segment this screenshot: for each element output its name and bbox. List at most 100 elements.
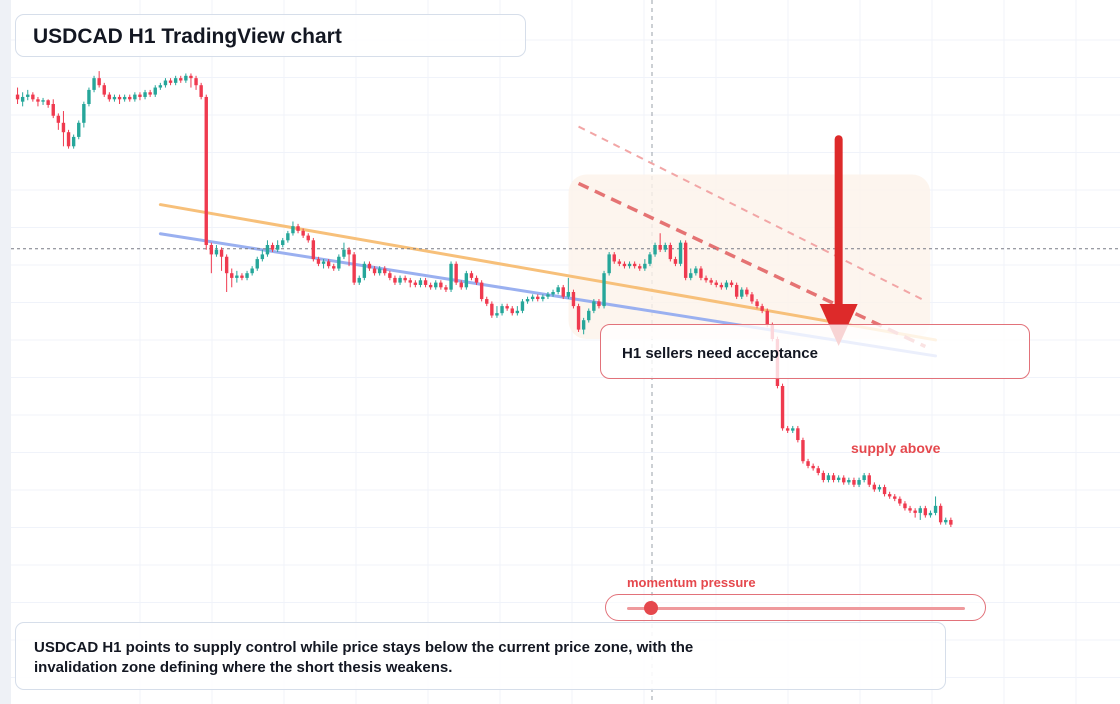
candle-bear (459, 282, 463, 288)
candle-bear (31, 94, 35, 100)
candle-bull (587, 310, 591, 321)
candle-bear (571, 292, 576, 307)
candle-bull (362, 263, 367, 278)
candle-bear (785, 428, 790, 431)
candle-bear (316, 259, 321, 264)
candle-bull (862, 475, 866, 480)
candle-bear (872, 484, 877, 490)
candle-bear (632, 263, 637, 267)
candle-bear (61, 122, 66, 133)
candle-bear (709, 280, 713, 283)
candle-bull (337, 256, 341, 269)
candle-bear (760, 306, 764, 311)
candle-bull (877, 487, 882, 490)
candle-bear (117, 96, 122, 100)
candle-bull (530, 296, 535, 300)
candle-bear (658, 245, 662, 250)
candle-bull (71, 136, 76, 147)
candle-bull (291, 226, 295, 234)
candle-bear (454, 263, 458, 283)
candle-bear (270, 245, 275, 250)
candle-bear (617, 261, 622, 264)
candle-bull (546, 294, 550, 297)
candle-bear (367, 263, 372, 269)
candle-bear (311, 240, 316, 260)
candle-bull (418, 280, 423, 285)
candle-bear (199, 85, 203, 97)
candle-bear (148, 92, 152, 95)
candle-bear (801, 440, 805, 462)
candle-bear (219, 249, 224, 257)
candle-bear (36, 99, 40, 102)
summary-text: USDCAD H1 points to supply control while… (34, 639, 694, 676)
candle-bull (163, 80, 168, 86)
candle-bull (791, 428, 795, 431)
callout-box: H1 sellers need acceptance (600, 324, 1030, 379)
candle-bear (816, 468, 820, 473)
momentum-knob[interactable] (643, 601, 658, 615)
candle-bear (51, 104, 55, 116)
candle-bull (689, 273, 693, 278)
candle-bear (882, 487, 887, 495)
candle-bull (245, 273, 249, 278)
candle-bull (250, 268, 254, 274)
candle-bull (214, 249, 219, 255)
candle-bear (46, 100, 50, 105)
candle-bull (740, 289, 744, 297)
candle-bear (189, 75, 193, 79)
candle-bull (653, 245, 657, 255)
candle-bear (949, 519, 953, 525)
candle-bear (734, 284, 739, 297)
candle-bear (428, 284, 433, 288)
candle-bear (240, 275, 244, 278)
candle-bull (643, 263, 647, 269)
candle-bear (326, 261, 331, 267)
candle-bull (112, 96, 117, 100)
candle-bull (275, 245, 280, 250)
candle-bear (393, 277, 397, 283)
candle-bear (796, 428, 800, 441)
candle-bear (893, 496, 897, 499)
candle-bear (510, 308, 514, 314)
candle-bear (821, 472, 826, 480)
candle-bull (857, 480, 861, 485)
summary-card: USDCAD H1 points to supply control while… (15, 622, 946, 690)
candle-bear (699, 268, 703, 278)
momentum-track (627, 607, 965, 610)
candle-bear (408, 280, 412, 283)
momentum-label: momentum pressure (627, 575, 756, 590)
candle-bull (143, 92, 147, 97)
candle-bull (724, 282, 729, 288)
trendline-upper (158, 203, 938, 342)
candle-bear (107, 94, 112, 100)
candle-bull (281, 240, 285, 245)
candle-bull (449, 263, 453, 290)
candle-bull (434, 282, 438, 288)
candle-bear (383, 268, 387, 274)
candle-bull (87, 89, 91, 104)
candle-bull (321, 261, 326, 264)
candle-bear (296, 226, 300, 231)
candle-bull (92, 78, 96, 90)
candle-bear (352, 254, 356, 283)
candle-bear (750, 294, 754, 302)
candle-bear (102, 85, 106, 95)
candle-bear (842, 477, 846, 483)
candle-bull (82, 104, 86, 123)
candle-bear (811, 465, 815, 469)
candle-bear (668, 245, 673, 260)
candle-bear (536, 296, 540, 300)
candle-bull (342, 249, 346, 257)
candle-bear (576, 306, 581, 330)
candle-bear (903, 503, 907, 509)
candle-bear (938, 505, 943, 523)
candle-bull (158, 85, 163, 88)
candle-bear (673, 259, 678, 264)
candle-bear (15, 94, 20, 100)
candle-bull (592, 301, 596, 311)
candle-bear (209, 245, 214, 255)
chart-title: USDCAD H1 TradingView chart (33, 25, 342, 48)
candle-bull (133, 94, 137, 100)
